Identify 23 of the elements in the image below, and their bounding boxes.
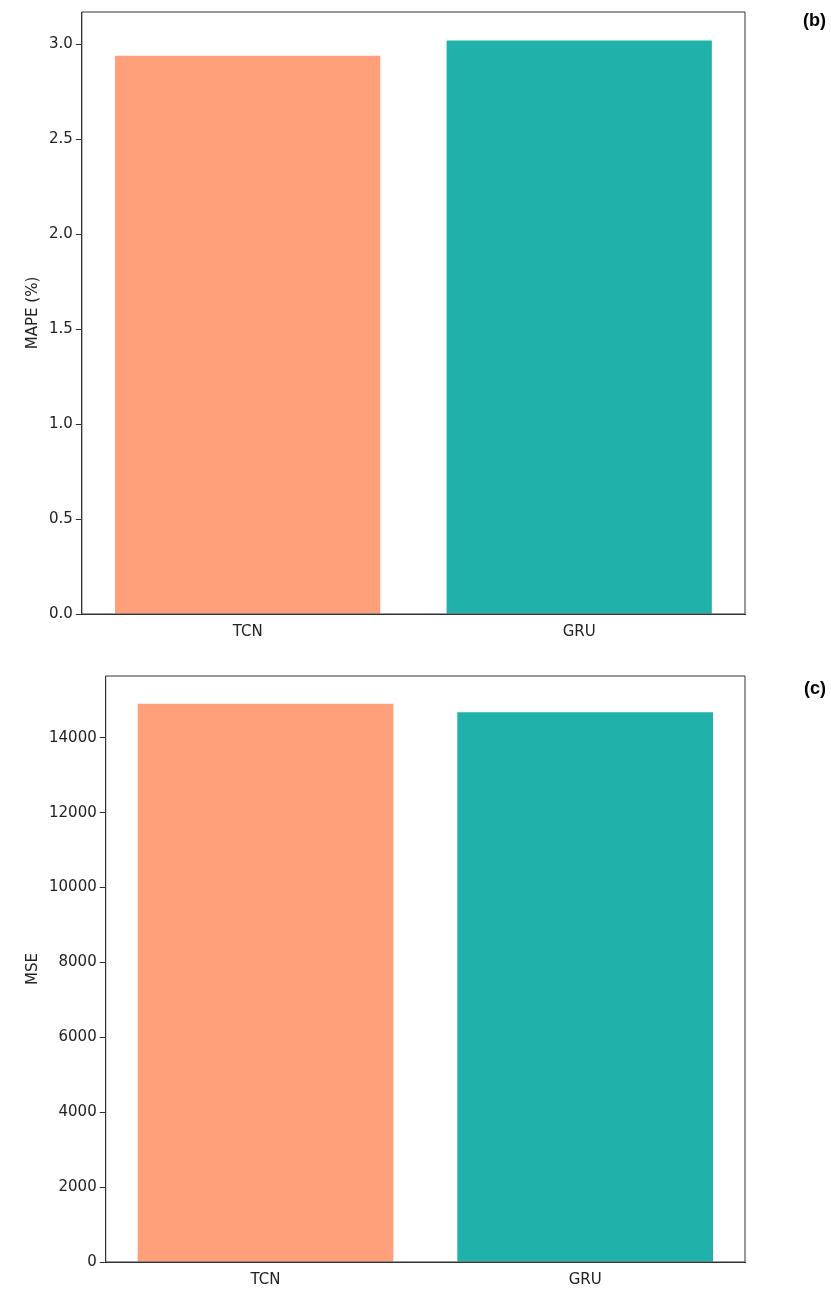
y-tick-label: 2.5: [49, 129, 73, 148]
y-tick-label: 0: [87, 1251, 97, 1270]
y-tick-label: 3.0: [49, 34, 73, 53]
y-tick-label: 0.5: [49, 508, 73, 527]
y-tick-label: 8000: [58, 952, 97, 971]
y-tick-label: 1.0: [49, 413, 73, 432]
text: (b): [803, 9, 826, 30]
x-tick-label: GRU: [568, 1269, 602, 1288]
y-tick-label: 4000: [58, 1102, 97, 1121]
x-tick-label: GRU: [562, 621, 596, 640]
y-tick-label: 10000: [49, 877, 97, 896]
y-tick-label: 6000: [58, 1027, 97, 1046]
x-tick-label: TCN: [249, 1269, 281, 1288]
y-axis-title: MSE: [22, 953, 41, 985]
y-tick-label: 12000: [49, 802, 97, 821]
y-tick-label: 14000: [49, 727, 97, 746]
y-tick-label: 2.0: [49, 224, 73, 243]
x-tick-label: TCN: [231, 621, 263, 640]
text: (c): [804, 677, 826, 698]
y-tick-label: 2000: [58, 1177, 97, 1195]
y-tick-label: 1.5: [49, 319, 73, 338]
y-axis-title: MAPE (%): [22, 276, 41, 350]
y-tick-label: 0.0: [49, 603, 73, 622]
